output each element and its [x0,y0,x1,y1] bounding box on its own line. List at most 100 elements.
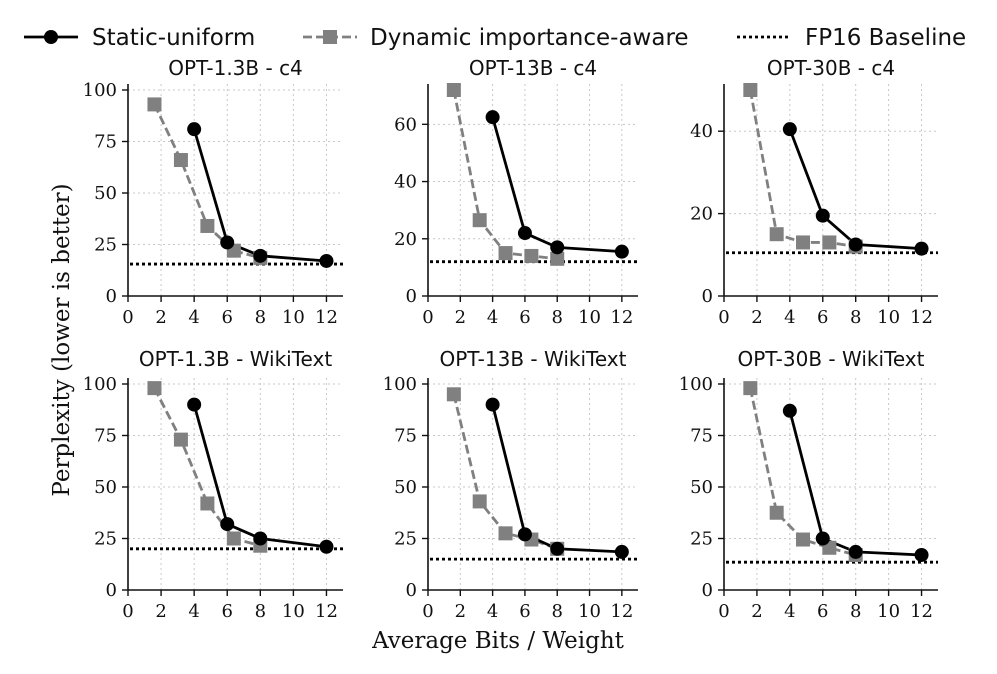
x-tick-label: 0 [422,601,433,622]
x-tick-label: 4 [487,307,498,328]
dynamic-importance-aware-point [472,494,487,509]
x-tick-label: 2 [751,307,762,328]
y-tick-label: 100 [383,374,417,395]
static-uniform-point [220,235,235,250]
y-tick-label: 25 [394,529,417,550]
x-tick-label: 2 [155,307,166,328]
legend: Static-uniform Dynamic importance-aware … [24,25,966,51]
dynamic-importance-aware-point [822,235,837,250]
legend-baseline-label: FP16 Baseline [805,25,966,51]
panel-opt-1-3b-c4: OPT-1.3B - c4 0 2 4 6 8 10 12 0 25 50 75 100 [83,56,343,328]
x-tick-label: 8 [850,307,861,328]
panel-opt-30b-c4: OPT-30B - c4 0 2 4 6 8 10 12 0 20 40 [690,56,938,328]
static-uniform-point [914,547,929,562]
x-tick-label: 6 [817,601,828,622]
panel-opt-1-3b-wikitext: OPT-1.3B - WikiText 0 2 4 6 8 10 12 0 25 50 75 100 [83,347,343,622]
static-uniform-point [848,544,863,559]
static-uniform-point [319,539,334,554]
x-tick-label: 10 [877,307,900,328]
y-tick-label: 0 [106,580,117,601]
static-uniform-point [517,527,532,542]
y-tick-label: 75 [94,132,117,153]
dynamic-importance-aware-line [748,387,857,557]
static-uniform-point [220,517,235,532]
x-tick-label: 0 [122,307,133,328]
panel-opt-13b-c4: OPT-13B - c4 0 2 4 6 8 10 12 0 20 40 60 [394,56,638,328]
y-tick-label: 100 [83,80,117,101]
y-tick-label: 25 [690,529,713,550]
static-uniform-line [192,128,327,263]
x-tick-label: 8 [255,307,266,328]
dynamic-importance-aware-point [446,83,461,97]
dynamic-importance-aware-point [472,213,487,228]
dynamic-importance-aware-point [550,251,565,266]
x-tick-label: 10 [578,307,601,328]
x-tick-label: 12 [910,601,933,622]
x-tick-label: 0 [122,601,133,622]
static-uniform-point [782,122,797,137]
static-uniform-point [253,531,268,546]
legend-static-marker [44,30,58,44]
static-uniform-point [187,397,202,412]
x-tick-label: 10 [877,601,900,622]
panel-title: OPT-1.3B - c4 [168,56,303,80]
x-tick-label: 12 [910,307,933,328]
y-tick-label: 20 [690,204,713,225]
x-tick-label: 6 [519,307,530,328]
x-tick-label: 2 [155,601,166,622]
x-tick-label: 10 [282,601,305,622]
y-tick-label: 0 [702,286,713,307]
x-tick-label: 0 [718,307,729,328]
x-tick-label: 4 [188,307,199,328]
dynamic-importance-aware-line [153,387,261,548]
dynamic-importance-aware-point [147,97,162,112]
y-tick-label: 0 [406,580,417,601]
dynamic-importance-aware-point [796,532,811,547]
panel-opt-30b-wikitext: OPT-30B - WikiText 0 2 4 6 8 10 12 0 25 50 75 100 [679,347,938,622]
dynamic-importance-aware-point [769,505,784,520]
y-tick-label: 75 [690,426,713,447]
static-uniform-point [914,241,929,256]
x-tick-label: 12 [315,601,338,622]
static-uniform-line [788,128,922,251]
x-tick-label: 12 [315,307,338,328]
y-axis-label: Perplexity (lower is better) [49,183,75,496]
y-tick-label: 25 [94,529,117,550]
panel-title: OPT-30B - WikiText [738,347,925,371]
dynamic-importance-aware-point [173,153,188,168]
panel-title: OPT-13B - WikiText [440,347,627,371]
dynamic-importance-aware-point [200,496,215,511]
y-tick-label: 0 [106,286,117,307]
x-tick-label: 4 [784,307,795,328]
x-axis-label: Average Bits / Weight [371,628,625,654]
panel-title: OPT-30B - c4 [767,56,895,80]
x-tick-label: 6 [817,307,828,328]
dynamic-importance-aware-point [796,235,811,250]
dynamic-importance-aware-point [498,526,513,541]
x-tick-label: 12 [610,307,633,328]
dynamic-importance-aware-point [200,218,215,233]
static-uniform-point [187,122,202,137]
panel-title: OPT-1.3B - WikiText [139,347,332,371]
dynamic-importance-aware-line [452,393,558,551]
y-tick-label: 75 [394,426,417,447]
static-uniform-line [491,404,622,554]
y-tick-label: 100 [679,374,713,395]
dynamic-importance-aware-point [769,227,784,242]
y-tick-label: 50 [94,477,117,498]
dynamic-importance-aware-line [748,89,856,248]
dynamic-importance-aware-point [524,248,539,263]
static-uniform-point [614,544,629,559]
y-tick-label: 20 [394,229,417,250]
x-tick-label: 12 [610,601,633,622]
static-uniform-point [782,403,797,418]
x-tick-label: 4 [487,601,498,622]
x-tick-label: 4 [188,601,199,622]
x-tick-label: 6 [222,601,233,622]
legend-static-label: Static-uniform [92,25,255,51]
y-tick-label: 25 [94,235,117,256]
dynamic-importance-aware-point [226,531,241,546]
y-tick-label: 40 [690,121,713,142]
x-tick-label: 8 [552,601,563,622]
static-uniform-point [253,248,268,263]
